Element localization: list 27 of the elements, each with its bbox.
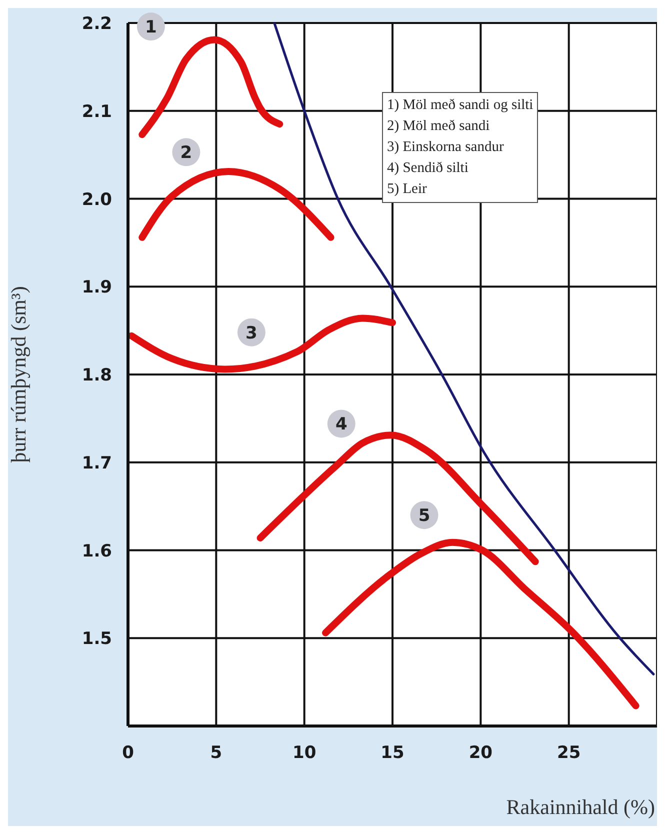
x-tick-label: 5 [210, 743, 222, 764]
x-tick-label: 20 [468, 743, 493, 764]
x-tick-label: 0 [122, 743, 134, 764]
y-axis-title: þurr rúmþyngd (sm³) [6, 286, 30, 463]
annotation: 1 [145, 18, 157, 38]
annotation: 3 [246, 323, 258, 344]
y-tick-label: 2.2 [82, 14, 112, 34]
x-tick-label: 25 [556, 743, 581, 764]
annotation: 2 [180, 143, 192, 164]
annotation: 3) Einskorna sandur [387, 138, 505, 157]
x-tick-label: 10 [292, 743, 316, 764]
y-tick-label: 2.1 [82, 102, 112, 122]
y-tick-label: 1.6 [82, 541, 112, 562]
x-tick-label: 15 [380, 743, 404, 764]
annotation: 5) Leir [387, 180, 428, 199]
line-series [273, 23, 655, 676]
annotation: 5 [418, 506, 430, 526]
y-tick-label: 1.7 [82, 453, 112, 474]
y-tick-label: 1.5 [82, 629, 112, 650]
annotation: 1) Möl með sandi og silti [387, 96, 534, 115]
y-tick-label: 1.9 [82, 278, 112, 298]
y-tick-label: 1.8 [82, 366, 112, 386]
annotation: 4 [335, 414, 348, 435]
annotation: 2) Möl með sandi [387, 117, 491, 136]
y-tick-label: 2.0 [82, 190, 112, 210]
x-axis-title: Rakainnihald (%) [506, 795, 656, 819]
annotation: 4) Sendið silti [387, 159, 470, 178]
